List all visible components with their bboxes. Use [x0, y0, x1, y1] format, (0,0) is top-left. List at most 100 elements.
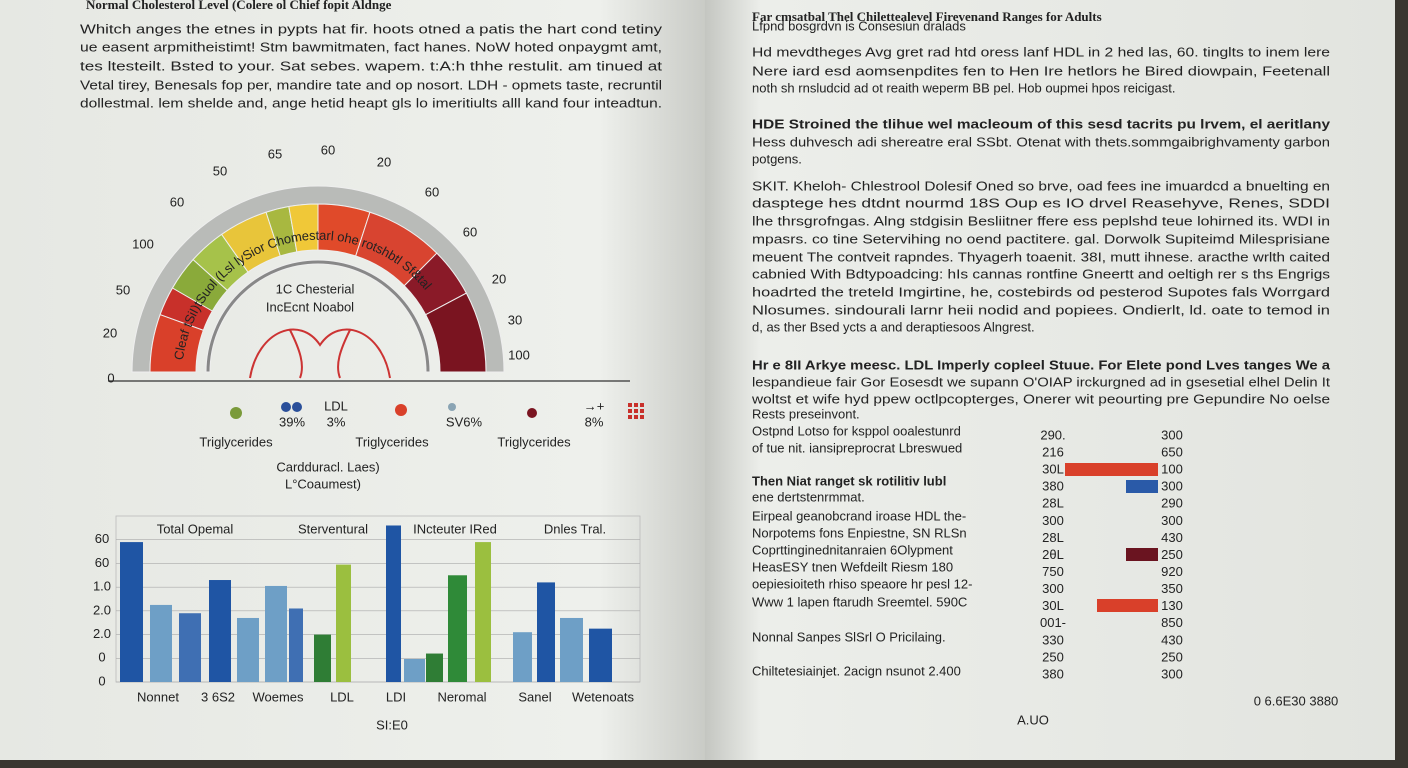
- table-cell: 30L: [1042, 598, 1064, 613]
- legend-percent: SV6%: [446, 414, 483, 429]
- body-line: Rests preseinvont.: [752, 406, 860, 421]
- gauge-label: 100: [508, 347, 530, 362]
- bar: [237, 617, 259, 682]
- table-cell: 300: [1042, 581, 1064, 596]
- bar: [475, 542, 491, 682]
- gauge-label: 50: [213, 163, 227, 178]
- gauge-label: 60: [321, 142, 335, 157]
- side-line: Chiltetesiainjet. 2acign nsunot 2.400: [752, 663, 961, 678]
- legend-percent: 8%: [585, 414, 604, 429]
- body-line: potgens.: [752, 151, 802, 166]
- legend-percent: 39%: [279, 414, 305, 429]
- body-line: dasptege hes dtdnt nourmd 18S Oup es IO …: [752, 195, 1330, 210]
- table-cell: 850: [1161, 615, 1183, 630]
- table-highlight: [1126, 548, 1158, 561]
- intro-line: Vetal tirey, Benesals fop per, mandire t…: [80, 77, 662, 92]
- table-cell: 100: [1161, 462, 1183, 477]
- x-tick-label: Nonnet: [137, 689, 179, 704]
- bar: [448, 575, 467, 682]
- bar: [386, 525, 401, 682]
- x-tick-label: LDI: [386, 689, 406, 704]
- side-line: oepiesioiteth rhiso speaore hr pesl 12-: [752, 576, 972, 591]
- bar: [179, 613, 201, 682]
- table-cell: 920: [1161, 564, 1183, 579]
- table-cell: 216: [1042, 445, 1064, 460]
- body-line: meuent The contveit rapndes. Thyagerh to…: [752, 249, 1330, 264]
- group-title: Sterventural: [298, 521, 368, 536]
- body-line: noth sh rnsludcid ad ot reaith weperm BB…: [752, 80, 1175, 95]
- legend-dot: [395, 404, 407, 416]
- gauge-label: 0: [107, 370, 114, 385]
- left-title: Normal Cholesterol Level (Colere ol Chie…: [86, 0, 392, 12]
- x-tick-label: Wetenoats: [572, 689, 634, 704]
- legend-percent: 3%: [327, 414, 346, 429]
- bar: [560, 617, 583, 682]
- y-tick-label: 0: [98, 650, 105, 665]
- gauge-label: 60: [463, 224, 477, 239]
- table-cell: 330: [1042, 632, 1064, 647]
- legend-dot: [527, 408, 537, 418]
- body-line: SKIT. Kheloh- Chlestrool Dolesif Oned so…: [752, 178, 1330, 193]
- table-cell: 300: [1161, 479, 1183, 494]
- group-title: INcteuter IRed: [413, 521, 497, 536]
- right-page: [705, 0, 1395, 760]
- gauge-center: IncEcnt Noabol: [266, 299, 354, 314]
- table-cell: 28L: [1042, 530, 1064, 545]
- body-line: HDE Stroined the tlihue wel macleoum of …: [752, 116, 1331, 131]
- table-cell: 30L: [1042, 462, 1064, 477]
- intro-line: ue easent arpmitheistimt! Stm bawmitmate…: [80, 39, 662, 54]
- bar: [513, 632, 532, 682]
- legend-heading: Triglycerides: [355, 434, 429, 449]
- gauge-center: 1C Chesterial: [276, 281, 355, 296]
- bar: [265, 585, 287, 682]
- legend-label: LDL: [324, 398, 348, 413]
- x-tick-label: Woemes: [252, 689, 304, 704]
- side-line: HeasESY tnen Wefdeilt Riesm 180: [752, 559, 953, 574]
- table-highlight: [1097, 599, 1158, 612]
- side-line: Nonnal Sanpes SlSrl O Pricilaing.: [752, 629, 946, 644]
- legend-dot: [292, 402, 302, 412]
- table-cell: 2θL: [1042, 547, 1064, 562]
- gauge-label: 30: [508, 312, 522, 327]
- table-cell: 650: [1161, 445, 1183, 460]
- body-line: Hr e 8II Arkye meesc. LDL Imperly coplee…: [752, 357, 1331, 372]
- table-cell: 290: [1161, 496, 1183, 511]
- right-title: Far cmsatbal Thel Chilettealevel Fireven…: [752, 9, 1102, 24]
- table-cell: 250: [1161, 547, 1183, 562]
- footer: 0 6.6E30 3880: [1254, 693, 1339, 708]
- intro-line: tes ltesteilt. Bsted to your. Sat sebes.…: [80, 58, 663, 73]
- x-tick-label: Neromal: [437, 689, 486, 704]
- side-line: Www 1 lapen ftarudh Sreemtel. 590C: [752, 594, 967, 609]
- body-line: lhe thrsgrofngas. Alng stdgisin Besliitn…: [752, 213, 1330, 228]
- y-tick-label: 1.0: [93, 579, 111, 594]
- caption: L°Coaumest): [285, 476, 361, 491]
- table-cell: 28L: [1042, 496, 1064, 511]
- x-tick-label: 3 6S2: [201, 689, 235, 704]
- bar: [336, 564, 351, 682]
- intro-line: Whitch anges the etnes in pypts hat fir.…: [80, 21, 663, 36]
- bar: [209, 580, 231, 682]
- side-line: Ostpnd Lotso for ksppol ooalestunrd: [752, 423, 961, 438]
- table-cell: 300: [1161, 666, 1183, 681]
- body-line: Hess duhvesch adi shereatre eral SSbt. O…: [752, 134, 1330, 149]
- table-cell: 250: [1161, 649, 1183, 664]
- table-cell: 300: [1042, 513, 1064, 528]
- bar: [150, 604, 172, 682]
- gauge-label: 100: [132, 236, 154, 251]
- x-tick-label: LDL: [330, 689, 354, 704]
- body-line: cabnied With Bdtypoadcing: hIs cannas ro…: [752, 266, 1331, 281]
- table-cell: 300: [1161, 513, 1183, 528]
- body-line: Nere iard esd aomsenpdites fen to Hen Ir…: [752, 63, 1330, 78]
- side-line: Coprttinginednitanraien 6Olypment: [752, 542, 953, 557]
- gauge-label: 60: [425, 184, 439, 199]
- legend-heading: Triglycerides: [199, 434, 273, 449]
- table-highlight: [1126, 480, 1158, 493]
- bar: [404, 658, 425, 682]
- body-line: mpasrs. co tine Setervihing no oend pact…: [752, 231, 1330, 246]
- table-cell: 290.: [1040, 427, 1065, 442]
- table-cell: 430: [1161, 632, 1183, 647]
- group-title: Dnles Tral.: [544, 521, 606, 536]
- table-cell: 001-: [1040, 615, 1066, 630]
- table-cell: 380: [1042, 479, 1064, 494]
- legend-dot: [281, 402, 291, 412]
